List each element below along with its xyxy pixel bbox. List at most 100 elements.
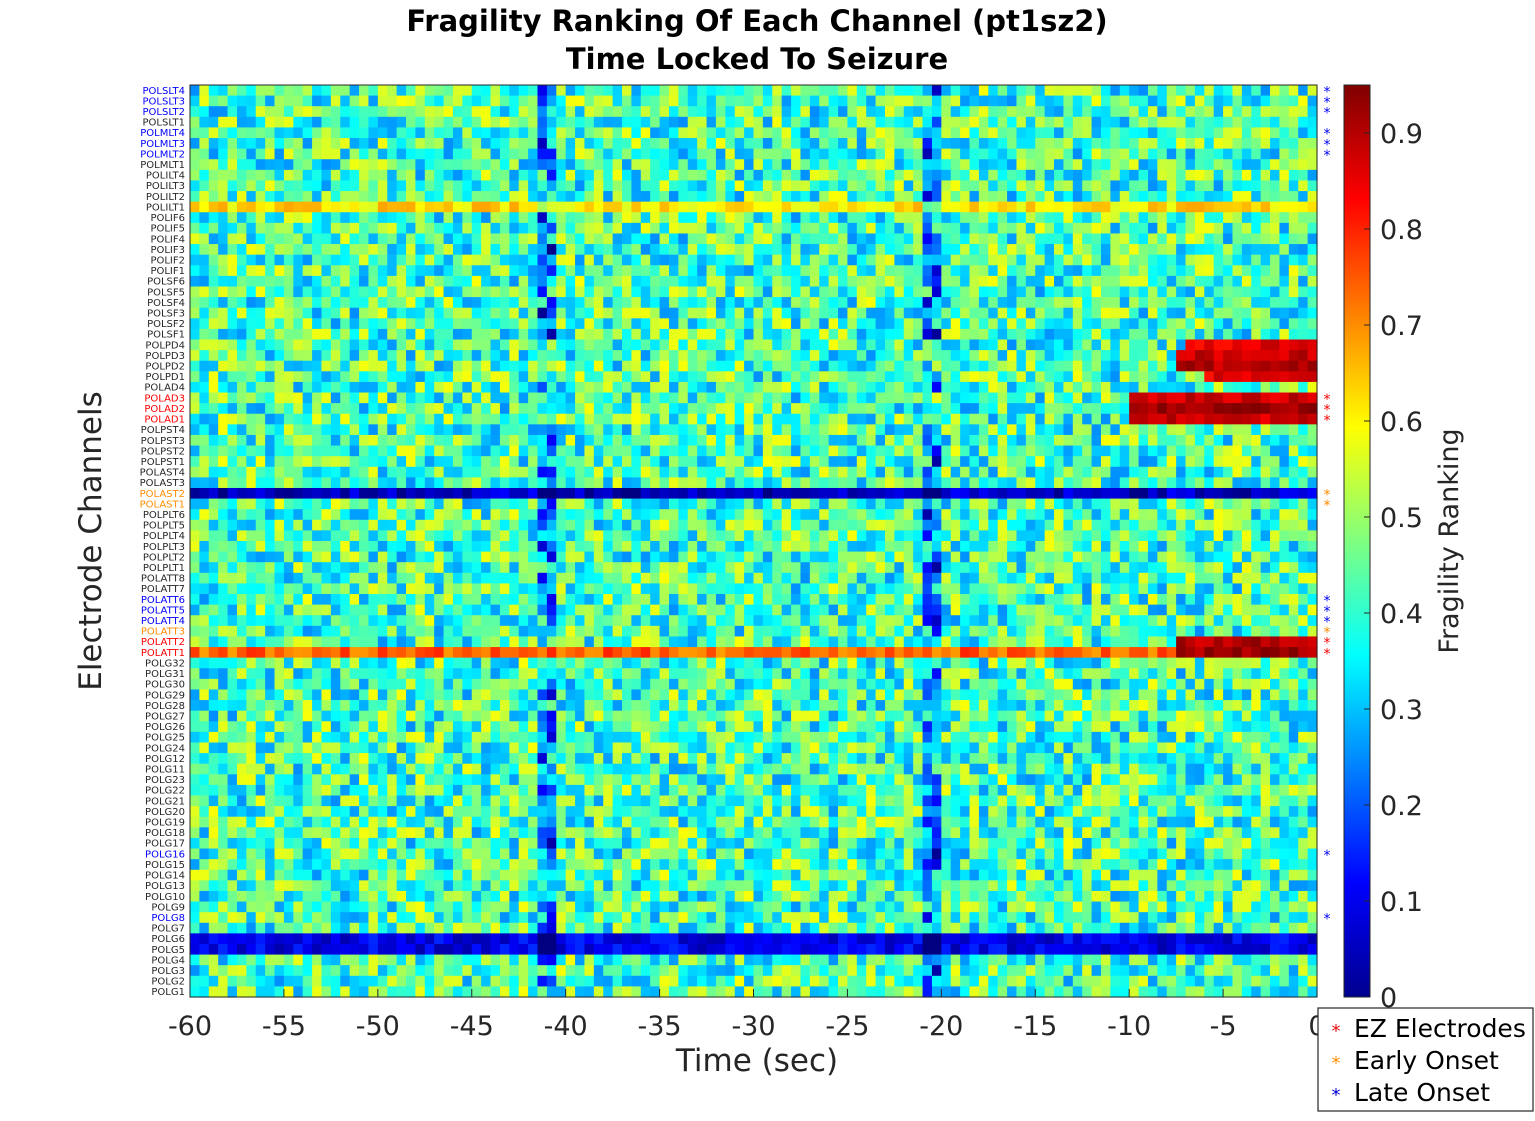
heatmap-cell: [218, 127, 229, 139]
heatmap-cell: [640, 244, 651, 256]
heatmap-cell: [481, 403, 492, 415]
heatmap-cell: [734, 456, 745, 468]
heatmap-cell: [406, 85, 416, 97]
heatmap-cell: [856, 498, 867, 510]
heatmap-cell: [1035, 180, 1046, 192]
heatmap-cell: [1082, 106, 1093, 118]
heatmap-cell: [668, 222, 679, 235]
heatmap-cell: [819, 159, 830, 171]
heatmap-cell: [190, 138, 200, 150]
heatmap-cell: [434, 381, 445, 394]
heatmap-cell: [546, 434, 557, 447]
heatmap-cell: [443, 360, 454, 372]
heatmap-cell: [800, 116, 811, 129]
heatmap-cell: [199, 498, 210, 510]
heatmap-cell: [1213, 169, 1224, 182]
heatmap-cell: [659, 477, 670, 489]
heatmap-cell: [1223, 275, 1234, 288]
heatmap-cell: [406, 106, 416, 118]
heatmap-cell: [199, 307, 210, 319]
heatmap-cell: [884, 297, 895, 309]
heatmap-cell: [950, 286, 961, 298]
heatmap-cell: [687, 371, 698, 383]
heatmap-cell: [518, 477, 529, 489]
heatmap-cell: [622, 498, 633, 510]
heatmap-cell: [1110, 297, 1121, 309]
heatmap-cell: [903, 85, 914, 97]
heatmap-cell: [424, 466, 435, 478]
heatmap-cell: [321, 159, 332, 171]
heatmap-cell: [490, 191, 501, 203]
heatmap-cell: [668, 307, 679, 319]
heatmap-cell: [1288, 339, 1299, 351]
heatmap-cell: [1232, 371, 1243, 383]
heatmap-cell: [1035, 222, 1046, 235]
heatmap-cell: [1251, 169, 1262, 182]
heatmap-cell: [1110, 381, 1121, 394]
heatmap-cell: [302, 180, 313, 192]
heatmap-cell: [528, 254, 539, 266]
heatmap-cell: [312, 191, 323, 203]
heatmap-cell: [988, 477, 999, 489]
heatmap-cell: [199, 413, 210, 425]
heatmap-cell: [396, 339, 407, 351]
heatmap-cell: [988, 318, 999, 330]
heatmap-cell: [988, 403, 999, 415]
heatmap-cell: [565, 297, 576, 309]
heatmap-cell: [1270, 350, 1281, 362]
heatmap-cell: [1223, 456, 1234, 468]
heatmap-cell: [190, 509, 200, 521]
heatmap-cell: [809, 138, 820, 150]
heatmap-cell: [706, 148, 717, 160]
heatmap-cell: [1223, 339, 1234, 351]
heatmap-cell: [368, 254, 379, 266]
heatmap-cell: [1213, 95, 1224, 107]
heatmap-cell: [866, 106, 877, 118]
heatmap-cell: [828, 148, 839, 160]
heatmap-cell: [462, 498, 473, 510]
heatmap-cell: [706, 201, 717, 213]
heatmap-cell: [190, 286, 200, 298]
heatmap-cell: [960, 201, 971, 213]
heatmap-cell: [762, 148, 773, 160]
heatmap-cell: [988, 244, 999, 256]
heatmap-cell: [302, 95, 313, 107]
heatmap-cell: [368, 339, 379, 351]
heatmap-cell: [781, 445, 792, 457]
heatmap-cell: [227, 116, 238, 129]
heatmap-cell: [368, 466, 379, 478]
heatmap-cell: [762, 328, 773, 341]
heatmap-cell: [528, 106, 539, 118]
heatmap-cell: [546, 127, 557, 139]
heatmap-cell: [800, 201, 811, 213]
heatmap-cell: [1176, 456, 1187, 468]
heatmap-cell: [659, 381, 670, 394]
heatmap-cell: [283, 222, 294, 235]
heatmap-cell: [978, 339, 989, 351]
heatmap-cell: [1025, 180, 1036, 192]
heatmap-cell: [1166, 413, 1177, 425]
heatmap-cell: [706, 434, 717, 447]
heatmap-cell: [509, 381, 520, 394]
heatmap-cell: [368, 360, 379, 372]
heatmap-cell: [556, 456, 567, 468]
heatmap-cell: [772, 487, 783, 500]
heatmap-cell: [1223, 169, 1234, 182]
heatmap-cell: [537, 116, 548, 129]
heatmap-cell: [528, 191, 539, 203]
heatmap-cell: [997, 371, 1008, 383]
heatmap-cell: [753, 148, 764, 160]
heatmap-cell: [1176, 233, 1187, 245]
heatmap-cell: [978, 148, 989, 160]
heatmap-cell: [1119, 381, 1130, 394]
heatmap-cell: [434, 456, 445, 468]
heatmap-cell: [791, 413, 802, 425]
heatmap-cell: [265, 169, 276, 182]
heatmap-cell: [894, 424, 905, 436]
heatmap-cell: [1298, 477, 1309, 489]
heatmap-cell: [1298, 381, 1309, 394]
heatmap-cell: [1232, 456, 1243, 468]
heatmap-cell: [1044, 169, 1055, 182]
heatmap-cell: [1251, 498, 1262, 510]
heatmap-cell: [396, 318, 407, 330]
